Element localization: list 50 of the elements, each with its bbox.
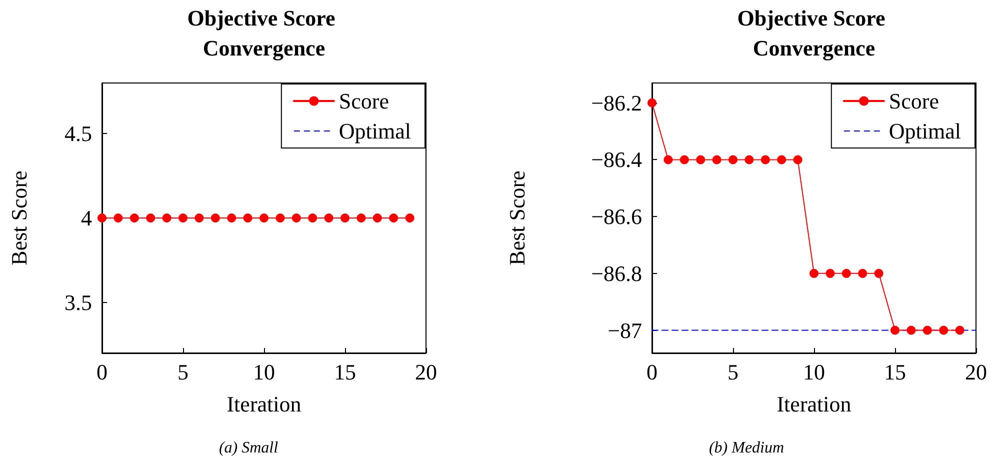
y-tick-label: 4 (81, 206, 92, 230)
point (793, 155, 802, 164)
y-tick-label: −86.6 (591, 204, 642, 230)
point (648, 98, 656, 108)
y-axis-title: Best Score (6, 170, 32, 266)
point (712, 155, 722, 164)
point (842, 268, 851, 278)
y-tick-label: 4.5 (64, 121, 92, 146)
x-tick-label: 10 (803, 360, 825, 384)
x-tick-label: 10 (253, 360, 275, 384)
point (728, 155, 738, 164)
x-tick-label: 20 (415, 360, 437, 384)
legend-label: Score (888, 88, 939, 114)
y-tick-label: −87 (608, 318, 642, 343)
point (890, 326, 900, 335)
x-tick-label: 0 (646, 360, 658, 384)
point (680, 155, 689, 164)
x-tick-label: 15 (884, 360, 906, 384)
y-tick-label: −86.4 (591, 147, 642, 172)
x-tick-label: 0 (96, 360, 108, 384)
x-tick-label: 20 (965, 360, 987, 384)
point (760, 155, 770, 164)
x-tick-label: 5 (178, 360, 188, 384)
point (906, 326, 916, 335)
y-tick-label: 3.5 (64, 290, 92, 315)
text: (a) Small (218, 440, 279, 456)
point (858, 268, 868, 278)
legend-label: Optimal (338, 118, 412, 144)
chart-title: Objective Score Convergence (737, 6, 891, 60)
point (777, 155, 786, 164)
chart-title: Objective Score Convergence (187, 6, 341, 60)
x-tick-label: 15 (334, 360, 356, 384)
legend-label: Optimal (888, 118, 962, 144)
point (955, 326, 964, 335)
y-tick-label: −86.2 (591, 90, 642, 116)
x-tick-label: 5 (728, 360, 738, 384)
point (696, 155, 706, 164)
point (874, 268, 884, 278)
y-axis-title: Best Score (504, 170, 530, 266)
point (939, 326, 948, 335)
point (744, 155, 754, 164)
x-axis-title: Iteration (226, 392, 302, 416)
legend-label: Score (338, 88, 389, 114)
text: (b) Medium (708, 440, 784, 456)
point (810, 268, 818, 278)
x-axis-title: Iteration (776, 392, 852, 416)
point (664, 155, 673, 164)
point (922, 326, 932, 335)
y-tick-label: −86.8 (591, 260, 642, 286)
point (826, 268, 835, 278)
